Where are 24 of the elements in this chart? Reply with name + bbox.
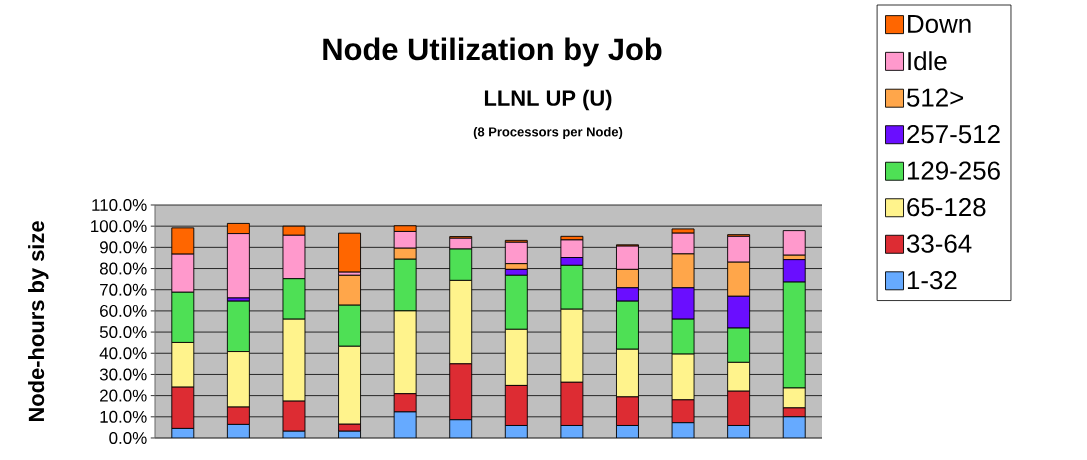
y-tick-label: 100.0% — [91, 220, 147, 233]
y-tick-label: 90.0% — [100, 241, 147, 254]
y-tick-label: 70.0% — [100, 283, 147, 296]
legend-label: 65-128 — [907, 197, 986, 217]
y-tick-label: 0.0% — [109, 431, 147, 444]
text: (8 Processors per Node) — [473, 126, 623, 140]
legend-label: 257-512 — [907, 124, 1000, 144]
legend-label: 33-64 — [906, 234, 972, 253]
y-tick-label: 30.0% — [99, 368, 147, 381]
y-tick-label: 20.0% — [100, 389, 147, 402]
y-tick-label: 80.0% — [99, 262, 147, 275]
chart-subtitle: LLNL UP (U) — [484, 89, 612, 111]
legend-label: 512> — [906, 88, 964, 107]
legend-label: 1-32 — [907, 271, 957, 290]
y-tick-label: 60.0% — [100, 304, 147, 317]
y-tick-label: 40.0% — [99, 347, 147, 360]
y-tick-label: 110.0% — [92, 198, 147, 211]
legend-label: 129-256 — [907, 161, 1000, 180]
chart-title: Node Utilization by Job — [323, 37, 662, 67]
y-tick-label: 10.0% — [100, 410, 147, 423]
y-axis-title: Node-hours by size — [28, 221, 49, 422]
legend-label: Idle — [908, 51, 947, 71]
legend-label: Down — [908, 14, 971, 34]
y-tick-label: 50.0% — [99, 326, 147, 339]
